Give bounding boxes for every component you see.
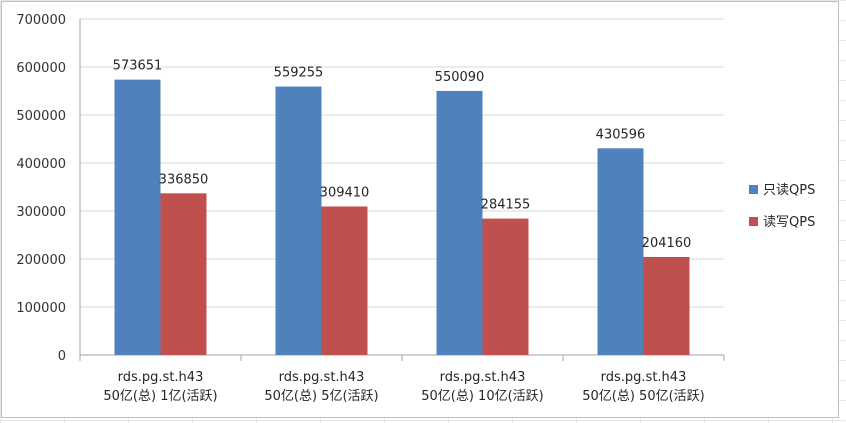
x-tick-label: rds.pg.st.h43: [118, 370, 204, 385]
y-tick-label: 300000: [16, 205, 66, 220]
x-tick-label: rds.pg.st.h43: [279, 370, 365, 385]
y-tick-label: 100000: [16, 301, 66, 316]
data-label: 284155: [481, 198, 531, 213]
y-tick-label: 700000: [16, 13, 66, 28]
x-tick-label: rds.pg.st.h43: [440, 370, 526, 385]
bar: [436, 90, 483, 356]
bar: [275, 86, 322, 355]
y-tick-label: 400000: [16, 157, 66, 172]
bar: [321, 206, 368, 355]
data-label: 550090: [435, 70, 485, 85]
bar: [114, 79, 161, 355]
x-tick-label: 50亿(总) 1亿(活跃): [103, 389, 217, 404]
y-tick-label: 200000: [16, 253, 66, 268]
legend-label: 读写QPS: [763, 215, 815, 230]
bar: [160, 193, 207, 355]
data-label: 559255: [274, 66, 324, 81]
data-label: 430596: [596, 127, 646, 142]
legend-swatch: [749, 185, 758, 194]
x-tick-label: rds.pg.st.h43: [601, 370, 687, 385]
legend-label: 只读QPS: [763, 183, 815, 198]
legend-swatch: [749, 217, 758, 226]
bar: [643, 257, 690, 355]
data-label: 204160: [642, 236, 692, 251]
bar: [597, 148, 644, 355]
bar: [482, 218, 529, 355]
data-label: 573651: [113, 59, 163, 74]
x-tick-label: 50亿(总) 10亿(活跃): [421, 389, 544, 404]
x-tick-label: 50亿(总) 50亿(活跃): [582, 389, 705, 404]
data-label: 309410: [320, 185, 370, 200]
data-label: 336850: [159, 172, 209, 187]
y-tick-label: 500000: [16, 109, 66, 124]
y-tick-label: 600000: [16, 61, 66, 76]
y-tick-label: 0: [58, 349, 66, 364]
x-tick-label: 50亿(总) 5亿(活跃): [264, 389, 378, 404]
